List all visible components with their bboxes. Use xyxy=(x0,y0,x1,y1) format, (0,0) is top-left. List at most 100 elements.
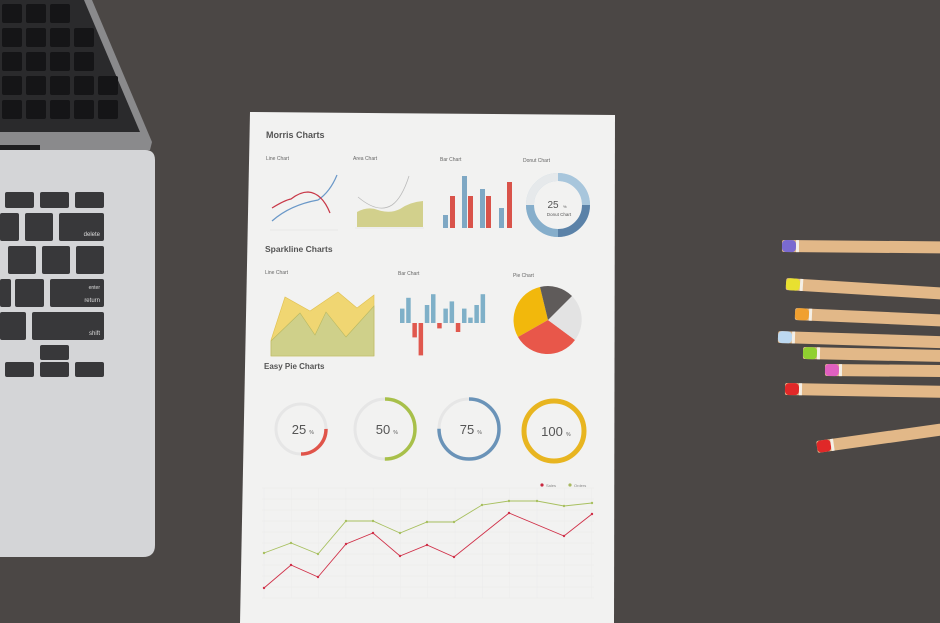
pie-unit: % xyxy=(309,430,314,436)
line-series-blue xyxy=(271,174,338,222)
pencil-body xyxy=(785,278,940,304)
spark-bar xyxy=(406,297,411,323)
pie-unit: % xyxy=(566,432,571,438)
pencil xyxy=(785,278,940,304)
laptop-keys: delete return enter shift xyxy=(0,192,104,377)
keyboard-key xyxy=(32,312,104,340)
pencil-body xyxy=(824,364,940,378)
keyboard-key xyxy=(40,345,69,360)
pie-progress-arc xyxy=(521,398,587,464)
data-point xyxy=(398,531,402,535)
pencil-band xyxy=(791,331,796,344)
morris-donut-chart: 25 % Donut Chart xyxy=(526,173,590,237)
sparkline-line-label: Line Chart xyxy=(265,270,289,276)
morris-title: Morris Charts xyxy=(266,130,325,140)
reflected-key xyxy=(26,28,46,47)
sparkline-title: Sparkline Charts xyxy=(265,244,333,254)
morris-area-chart xyxy=(355,175,424,229)
pencil xyxy=(784,383,940,399)
spark-bar xyxy=(480,294,486,323)
paper-sheet: Morris Charts Line Chart Area Chart Bar … xyxy=(240,112,615,623)
reflected-key xyxy=(74,52,94,71)
bar xyxy=(486,196,491,228)
donut-value: 25 xyxy=(547,200,559,211)
pencil-cap xyxy=(777,331,793,344)
pencil-cap xyxy=(824,364,840,377)
pie-unit: % xyxy=(477,430,482,436)
sparkline-pie-chart xyxy=(513,286,582,355)
laptop-body xyxy=(0,150,155,557)
morris-line-chart xyxy=(270,174,338,231)
data-point xyxy=(452,520,456,524)
reflected-keys xyxy=(2,4,118,119)
keyboard-key xyxy=(0,312,26,340)
area-fill xyxy=(357,201,423,227)
keyboard-key xyxy=(40,362,69,377)
key-label-delete: delete xyxy=(84,232,101,238)
donut-unit: % xyxy=(563,204,567,209)
pencil-band xyxy=(808,308,813,321)
data-point xyxy=(262,586,266,590)
keyboard-key xyxy=(15,279,44,307)
keyboard-key xyxy=(75,192,104,208)
legend-sales-marker xyxy=(540,483,544,487)
pencil-body xyxy=(777,331,940,350)
key-label-shift: shift xyxy=(89,331,100,337)
pie-value: 75 xyxy=(460,422,474,437)
keyboard-key xyxy=(76,246,104,274)
pencil xyxy=(794,308,940,330)
data-point xyxy=(562,504,566,508)
pencil xyxy=(781,240,940,254)
keyboard-key xyxy=(5,362,34,377)
morris-line-label: Line Chart xyxy=(266,156,290,162)
bar xyxy=(450,196,455,228)
pencil-cap xyxy=(781,240,797,253)
reflected-key xyxy=(98,100,118,119)
keyboard-key xyxy=(25,213,53,241)
pencil-band xyxy=(795,240,800,253)
sparkline-bar-label: Bar Chart xyxy=(398,271,420,277)
spark-bar xyxy=(424,305,430,323)
reflected-key xyxy=(26,76,46,95)
reflected-key xyxy=(74,28,94,47)
line-series-red xyxy=(271,191,331,214)
key-label-enter: enter xyxy=(89,285,101,291)
reflected-key xyxy=(2,28,22,47)
keyboard-key xyxy=(40,192,69,208)
legend-sales-label: Sales xyxy=(546,483,556,488)
morris-area-label: Area Chart xyxy=(353,156,378,162)
pencil-cap xyxy=(802,347,818,360)
morris-donut-label: Donut Chart xyxy=(523,158,551,164)
reflected-key xyxy=(26,100,46,119)
keyboard-key xyxy=(59,213,104,241)
laptop: delete return enter shift xyxy=(0,0,155,557)
pencil-body xyxy=(784,383,940,399)
pie-value: 50 xyxy=(376,422,390,437)
pie-value: 100 xyxy=(541,424,563,439)
sparkline-line-chart xyxy=(270,291,375,357)
data-point xyxy=(507,511,511,515)
spark-bar xyxy=(455,323,461,332)
pie-progress-arc xyxy=(353,397,417,461)
keyboard-key xyxy=(0,213,19,241)
pie-unit: % xyxy=(393,430,398,436)
keyboard-key xyxy=(0,279,11,307)
keyboard-key xyxy=(5,192,34,208)
spark-bar xyxy=(412,323,417,338)
pencil-cap xyxy=(785,278,801,291)
data-point xyxy=(371,531,375,535)
pencil xyxy=(824,364,940,378)
data-point xyxy=(425,520,429,524)
spark-bar xyxy=(443,308,448,323)
spark-bar xyxy=(437,323,442,329)
easy-pie-title: Easy Pie Charts xyxy=(264,362,325,371)
data-point xyxy=(452,555,456,559)
pencil xyxy=(802,347,940,364)
reflected-key xyxy=(2,76,22,95)
pencil xyxy=(777,331,940,350)
pencil xyxy=(816,410,940,453)
data-point xyxy=(398,554,402,558)
reflected-key xyxy=(50,76,70,95)
colored-pencils xyxy=(777,240,940,453)
bar xyxy=(499,208,504,228)
